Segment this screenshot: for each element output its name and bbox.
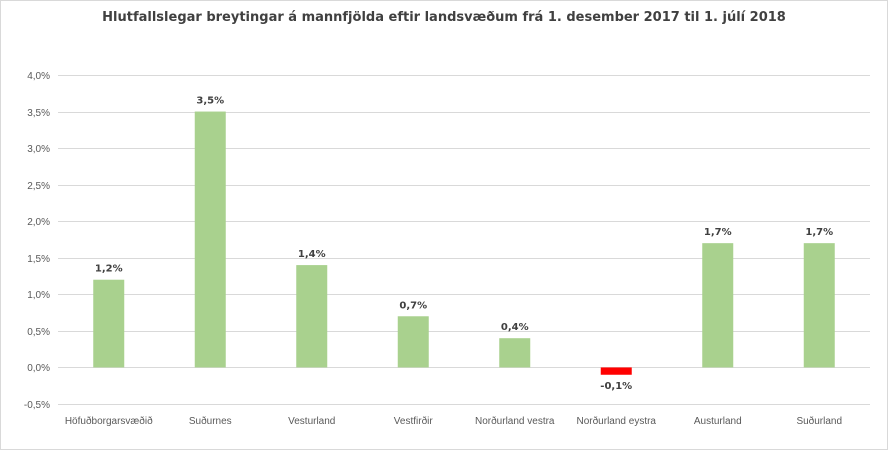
data-label: 1,2% <box>95 264 123 275</box>
category-label: Suðurnes <box>189 415 232 427</box>
bar <box>194 111 226 368</box>
data-label: 1,4% <box>298 249 326 260</box>
bar <box>397 316 429 368</box>
category-label: Norðurland eystra <box>577 415 657 427</box>
bar <box>600 367 632 375</box>
gridlines <box>58 75 870 405</box>
bars <box>93 111 835 375</box>
bar <box>803 243 835 368</box>
data-label: -0,1% <box>600 381 632 392</box>
bar <box>93 279 125 368</box>
y-tick-label: 3,5% <box>27 108 50 119</box>
y-tick-label: 0,5% <box>27 327 50 338</box>
bar <box>702 243 734 368</box>
data-label: 3,5% <box>196 96 224 107</box>
data-labels: 1,2% 3,5% 1,4% 0,7% 0,4% -0,1% 1,7% 1,7% <box>95 96 833 392</box>
bar <box>296 265 328 368</box>
category-label: Höfuðborgarsvæðið <box>65 415 153 427</box>
x-axis-categories: Höfuðborgarsvæðið Suðurnes Vesturland Vestf… <box>65 415 842 427</box>
category-label: Norðurland vestra <box>475 415 555 427</box>
y-tick-label: 1,0% <box>27 290 50 301</box>
y-tick-label: 1,5% <box>27 254 50 265</box>
y-axis-ticks: 4,0% 3,5% 3,0% 2,5% 2,0% 1,5% 1,0% 0,5% 0,0% -0,5… <box>24 71 50 411</box>
category-label: Austurland <box>694 416 742 427</box>
chart-title: Hlutfallslegar breytingar á mannfjölda e… <box>102 10 786 25</box>
category-label: Vesturland <box>288 416 335 427</box>
bar <box>499 338 531 368</box>
y-tick-label: 0,0% <box>27 363 50 374</box>
y-tick-label: 3,0% <box>27 144 50 155</box>
category-label: Vestfirðir <box>394 415 434 427</box>
data-label: 0,7% <box>399 300 427 311</box>
data-label: 1,7% <box>704 227 732 238</box>
y-tick-label: 2,5% <box>27 181 50 192</box>
y-tick-label: 2,0% <box>27 217 50 228</box>
y-tick-label: -0,5% <box>24 400 50 411</box>
y-tick-label: 4,0% <box>27 71 50 82</box>
data-label: 1,7% <box>805 227 833 238</box>
data-label: 0,4% <box>501 322 529 333</box>
category-label: Suðurland <box>796 415 842 427</box>
